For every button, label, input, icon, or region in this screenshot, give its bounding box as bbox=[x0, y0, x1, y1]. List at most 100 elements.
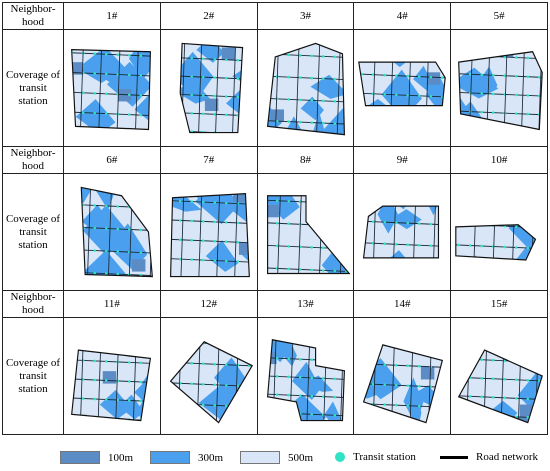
transit-station bbox=[167, 199, 169, 202]
map-cell bbox=[63, 29, 161, 147]
transit-station bbox=[247, 384, 251, 388]
transit-station bbox=[213, 76, 216, 79]
transit-station bbox=[179, 277, 181, 280]
transit-station bbox=[321, 121, 325, 125]
coverage-100m bbox=[507, 268, 520, 280]
transit-station bbox=[441, 405, 443, 409]
transit-station bbox=[224, 404, 228, 408]
transit-station bbox=[515, 56, 518, 59]
transit-station bbox=[213, 220, 216, 224]
transit-station bbox=[361, 241, 363, 244]
neighborhood-label: 6# bbox=[63, 146, 161, 174]
transit-station bbox=[167, 238, 169, 241]
transit-station bbox=[383, 92, 387, 96]
transit-station bbox=[93, 226, 96, 230]
transit-station bbox=[248, 426, 250, 429]
road bbox=[530, 224, 536, 260]
transit-station bbox=[321, 358, 325, 362]
transit-station bbox=[418, 114, 420, 117]
transit-station bbox=[492, 377, 495, 381]
transit-station bbox=[395, 74, 398, 77]
boundary bbox=[179, 42, 244, 134]
transit-station bbox=[213, 94, 216, 98]
road bbox=[354, 55, 450, 59]
transit-station bbox=[276, 320, 278, 323]
road bbox=[359, 73, 446, 79]
transit-station bbox=[430, 201, 432, 204]
transit-station bbox=[406, 93, 410, 97]
transit-station bbox=[104, 360, 108, 363]
transit-station bbox=[333, 179, 335, 182]
transit-station bbox=[93, 204, 96, 207]
transit-station bbox=[151, 419, 153, 422]
transit-station bbox=[372, 131, 374, 134]
transit-station bbox=[480, 54, 484, 58]
road bbox=[66, 175, 70, 289]
transit-station bbox=[167, 402, 169, 405]
transit-station bbox=[361, 362, 363, 365]
transit-station bbox=[480, 395, 484, 399]
transit-station bbox=[469, 182, 471, 185]
transit-station bbox=[213, 112, 216, 116]
transit-station bbox=[264, 267, 266, 270]
transit-station bbox=[418, 266, 420, 269]
transit-station bbox=[430, 266, 432, 269]
road bbox=[231, 43, 237, 133]
road bbox=[407, 62, 413, 106]
transit-station bbox=[116, 398, 120, 402]
neighborhood-map bbox=[458, 326, 544, 424]
transit-station bbox=[527, 132, 529, 135]
transit-station bbox=[372, 177, 374, 180]
transit-station bbox=[458, 202, 460, 205]
transit-station bbox=[167, 111, 169, 114]
transit-station bbox=[104, 112, 108, 115]
transit-station bbox=[383, 383, 387, 387]
road bbox=[170, 199, 250, 205]
road bbox=[258, 321, 354, 325]
transit-station bbox=[151, 251, 153, 255]
transit-station bbox=[310, 394, 313, 398]
transit-station bbox=[310, 121, 313, 124]
transit-station bbox=[70, 340, 72, 343]
transit-station bbox=[395, 132, 397, 135]
transit-station bbox=[117, 182, 119, 185]
transit-station bbox=[515, 37, 517, 40]
coverage-300m bbox=[455, 259, 496, 260]
transit-station bbox=[139, 93, 143, 97]
transit-station bbox=[526, 416, 530, 419]
coverage-300m bbox=[472, 326, 514, 342]
transit-station bbox=[225, 322, 227, 325]
transit-station bbox=[298, 376, 302, 379]
transit-station bbox=[201, 94, 205, 97]
transit-station bbox=[480, 358, 484, 362]
transit-station bbox=[236, 280, 238, 283]
transit-station bbox=[224, 221, 228, 224]
coverage-300m bbox=[523, 51, 543, 53]
road bbox=[354, 423, 450, 427]
road bbox=[64, 341, 160, 345]
transit-station bbox=[104, 204, 108, 208]
transit-station bbox=[264, 244, 266, 247]
coverage-100m bbox=[426, 34, 439, 46]
transit-station bbox=[190, 424, 192, 427]
neighborhood-map bbox=[455, 182, 537, 289]
transit-station bbox=[310, 54, 313, 58]
coverage bbox=[354, 34, 450, 135]
transit-station bbox=[360, 91, 364, 95]
transit-station bbox=[71, 415, 73, 419]
transit-station bbox=[201, 403, 205, 407]
road bbox=[97, 350, 103, 421]
transit-station bbox=[287, 267, 290, 271]
transit-station bbox=[526, 56, 530, 60]
transit-station bbox=[492, 287, 494, 289]
road bbox=[372, 62, 377, 106]
boundary bbox=[358, 61, 447, 107]
transit-station bbox=[104, 227, 108, 230]
transit-station bbox=[384, 324, 386, 327]
transit-station bbox=[213, 322, 215, 325]
transit-station bbox=[178, 341, 182, 344]
neighborhood-map bbox=[264, 179, 351, 275]
transit-station bbox=[190, 219, 193, 223]
neighborhood-map bbox=[354, 324, 450, 427]
neighborhood-map bbox=[361, 177, 440, 269]
